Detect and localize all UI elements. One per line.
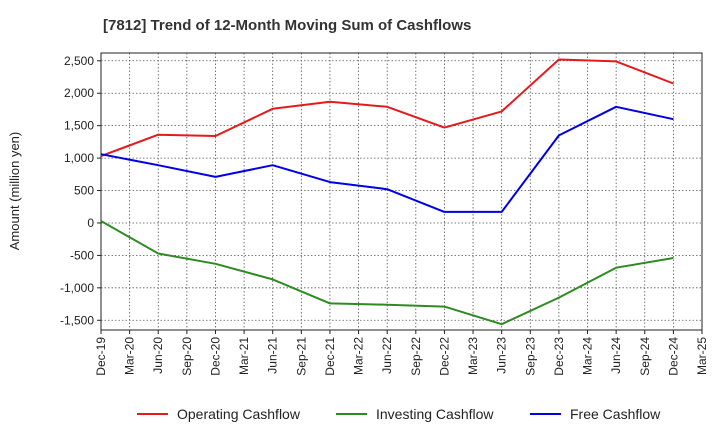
x-tick-label: Sep-23 [523, 337, 537, 376]
y-axis: 2,500 2,000 1,500 1,000 500 0 -500 -1,000 -1,500 [60, 54, 101, 327]
grid-lines [100, 53, 703, 330]
x-tick-label: Jun-23 [495, 337, 509, 374]
x-tick-label: Mar-25 [695, 337, 709, 375]
plot-area [100, 52, 703, 331]
x-tick-label: Mar-24 [581, 337, 595, 375]
y-tick-label: 2,000 [64, 86, 94, 100]
x-tick-label: Mar-21 [237, 337, 251, 375]
y-tick-label: 1,000 [64, 151, 94, 165]
x-tick-label: Dec-22 [437, 337, 451, 376]
x-tick-label: Dec-21 [323, 337, 337, 376]
x-tick-label: Jun-24 [609, 337, 623, 374]
x-tick-label: Jun-22 [380, 337, 394, 374]
x-tick-label: Dec-24 [666, 337, 680, 376]
legend-label: Operating Cashflow [177, 406, 301, 422]
data-series [100, 58, 674, 326]
legend-label: Free Cashflow [570, 406, 661, 422]
x-tick-label: Jun-21 [266, 337, 280, 374]
x-tick-label: Sep-24 [638, 337, 652, 376]
x-tick-label: Dec-20 [208, 337, 222, 376]
x-tick-label: Jun-20 [151, 337, 165, 374]
y-tick-label: 1,500 [64, 119, 94, 133]
x-tick-label: Sep-21 [294, 337, 308, 376]
y-tick-label: 0 [87, 216, 94, 230]
x-tick-label: Sep-20 [180, 337, 194, 376]
series-line-free-cashflow [100, 105, 674, 213]
y-tick-label: -1,000 [60, 281, 94, 295]
y-axis-label: Amount (million yen) [7, 132, 22, 251]
legend-label: Investing Cashflow [376, 406, 494, 422]
x-tick-label: Mar-22 [352, 337, 366, 375]
x-tick-label: Dec-23 [552, 337, 566, 376]
y-tick-label: -500 [70, 248, 94, 262]
x-axis: Dec-19 Mar-20 Jun-20 Sep-20 Dec-20 Mar-21 Jun-… [94, 330, 709, 376]
x-tick-label: Dec-19 [94, 337, 108, 376]
series-line-operating-cashflow [100, 58, 674, 158]
y-tick-label: 2,500 [64, 54, 94, 68]
y-tick-label: 500 [74, 184, 94, 198]
x-tick-label: Mar-20 [123, 337, 137, 375]
y-tick-label: -1,500 [60, 313, 94, 327]
x-tick-label: Sep-22 [409, 337, 423, 376]
chart-title: [7812] Trend of 12-Month Moving Sum of C… [103, 17, 471, 34]
legend: Operating Cashflow Investing Cashflow Free… [137, 406, 661, 422]
x-tick-label: Mar-23 [466, 337, 480, 375]
series-line-investing-cashflow [100, 220, 674, 326]
